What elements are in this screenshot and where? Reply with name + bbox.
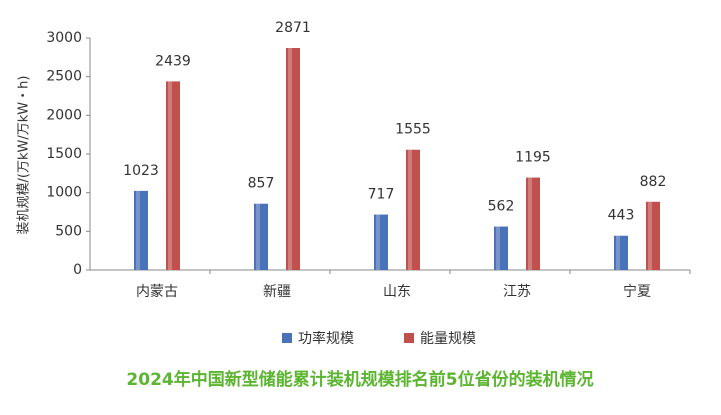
bar [614, 235, 628, 270]
data-label: 1023 [123, 163, 159, 179]
chart-title: 2024年中国新型储能累计装机规模排名前5位省份的装机情况 [126, 369, 593, 390]
bar [134, 190, 148, 270]
y-tick-label: 3000 [46, 30, 82, 46]
y-tick-label: 2000 [46, 107, 82, 123]
y-tick-label: 2500 [46, 69, 82, 85]
x-tick-label: 新疆 [263, 284, 291, 300]
bar [166, 81, 180, 270]
bar [374, 214, 388, 270]
bar-highlight [616, 235, 620, 270]
bar [286, 47, 300, 271]
data-label: 857 [248, 176, 275, 192]
data-label: 1195 [515, 150, 551, 166]
x-tick-label: 内蒙古 [136, 284, 178, 300]
x-tick-label: 宁夏 [623, 283, 651, 300]
bar-highlight [136, 190, 140, 270]
bar-highlight [376, 214, 380, 270]
data-label: 1555 [395, 122, 431, 138]
data-label: 562 [488, 199, 515, 215]
y-tick-label: 1500 [46, 146, 82, 162]
data-label: 2871 [275, 20, 311, 36]
y-axis-label: 装机规模/(万kW/万kW・h) [17, 76, 32, 235]
bar [646, 201, 660, 270]
bar-highlight [648, 201, 652, 270]
bar-highlight [528, 177, 532, 270]
bar-highlight [168, 81, 172, 270]
bar-highlight [256, 203, 260, 270]
legend-label: 功率规模 [298, 330, 354, 347]
bar-highlight [408, 149, 412, 270]
x-tick-label: 江苏 [503, 284, 531, 300]
bar [526, 177, 540, 270]
legend-swatch [282, 333, 292, 343]
data-label: 2439 [155, 53, 191, 69]
x-tick-label: 山东 [383, 284, 411, 300]
bar [254, 203, 268, 270]
y-tick-label: 0 [73, 262, 82, 278]
bar-highlight [496, 226, 500, 270]
data-label: 717 [368, 187, 395, 203]
bar-highlight [288, 47, 292, 271]
y-tick-label: 500 [55, 223, 82, 239]
y-tick-label: 1000 [46, 185, 82, 201]
bar [494, 226, 508, 270]
bar [406, 149, 420, 270]
data-label: 882 [640, 174, 667, 190]
data-label: 443 [608, 208, 635, 224]
legend-label: 能量规模 [420, 331, 476, 347]
legend-swatch [404, 333, 414, 343]
